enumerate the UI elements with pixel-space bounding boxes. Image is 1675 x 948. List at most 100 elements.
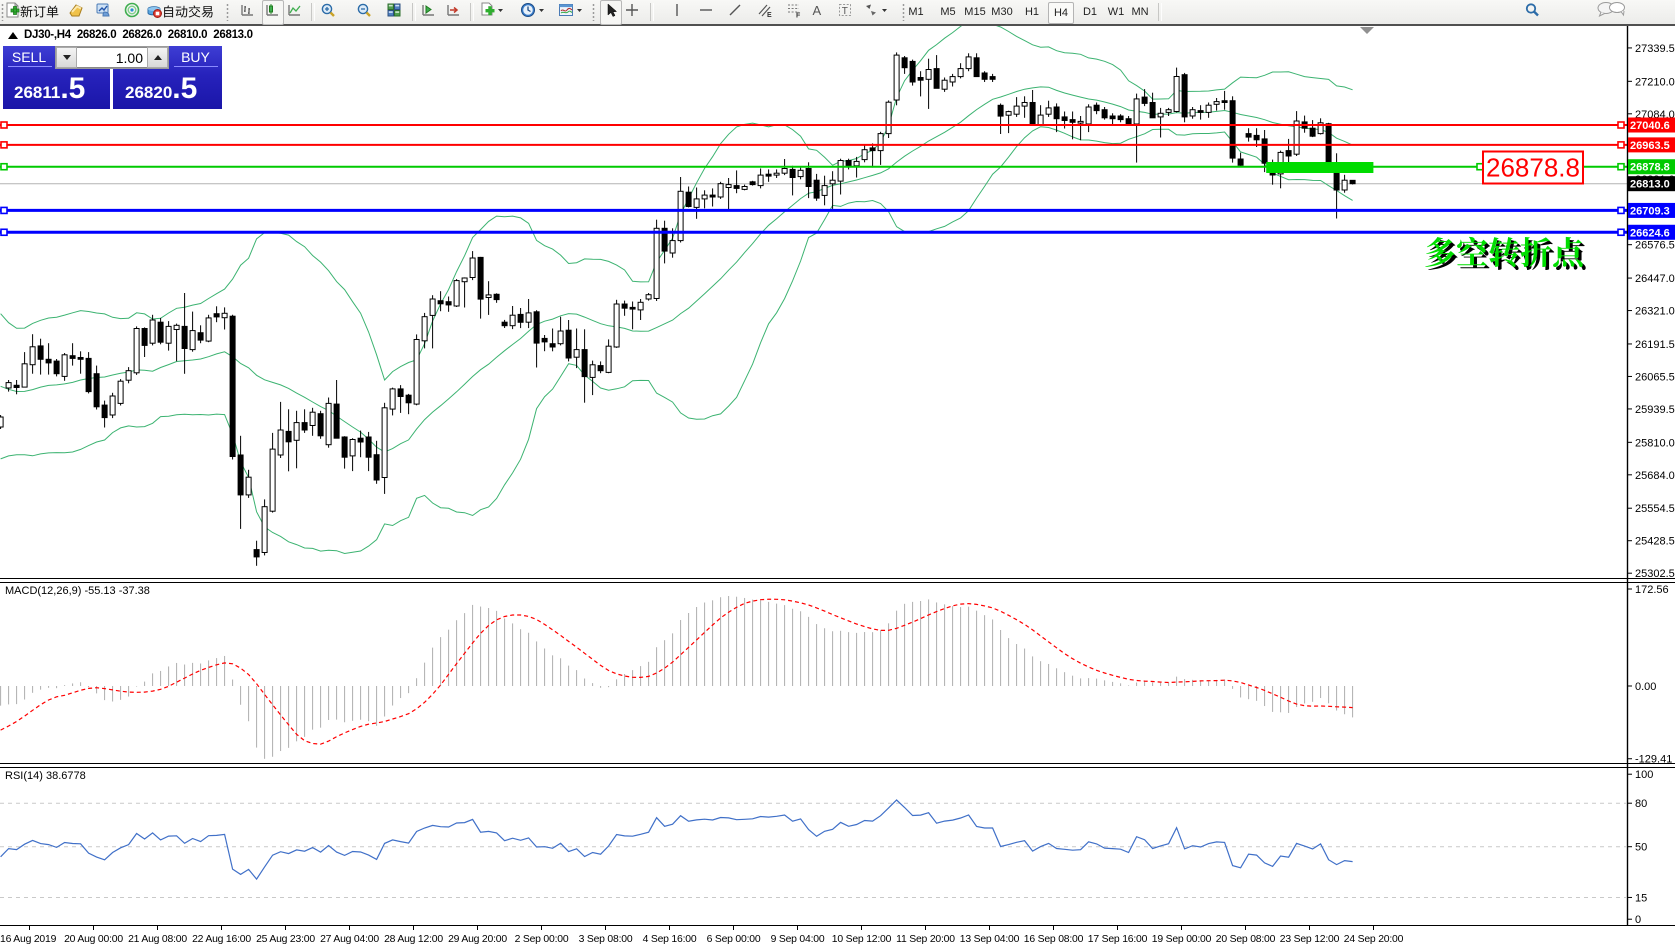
candle-body (501, 321, 508, 327)
axis-badge-26624.6 (1628, 224, 1675, 240)
toolbar-button-trendline[interactable] (727, 0, 743, 24)
candle-body (397, 388, 404, 398)
timeframe-H4[interactable]: H4 (1048, 2, 1074, 24)
time-label: 16 Sep 08:00 (1024, 934, 1084, 945)
timeframe-M1[interactable]: M1 (908, 6, 924, 18)
toolbar-button-navigator[interactable] (124, 0, 140, 24)
annotation-text[interactable] (1424, 236, 1604, 283)
zoom-in-icon (320, 2, 336, 23)
toolbar-button-text-label[interactable]: T (837, 0, 853, 24)
hline-marker[interactable] (0, 228, 8, 237)
toolbar-button-search[interactable] (1524, 0, 1540, 24)
candle-body (1245, 133, 1252, 138)
toolbar-button-zoom-out[interactable] (356, 0, 372, 24)
toolbar-button-zoom-in[interactable] (320, 0, 336, 24)
toolbar-button-charts-profile[interactable] (68, 0, 84, 24)
toolbar-button-tile-windows[interactable] (386, 0, 402, 24)
toolbar-button-templates[interactable] (558, 0, 583, 24)
toolbar-button-chat[interactable] (1596, 0, 1626, 24)
candle-body (309, 411, 316, 426)
toolbar-button-text[interactable]: A (809, 0, 825, 24)
hline-marker[interactable] (0, 206, 8, 215)
toolbar-button-auto-scroll[interactable] (420, 0, 436, 24)
candle-body (37, 345, 44, 360)
bollinger-lower (0, 126, 1353, 555)
toolbar-button-fibonacci[interactable]: F (786, 0, 802, 24)
candle-body (197, 332, 204, 341)
axis-badge-text: 27040.6 (1630, 120, 1670, 132)
axis-badge-text: 26624.6 (1630, 227, 1670, 239)
candle-body (29, 346, 36, 366)
toolbar-button-indicators[interactable] (479, 0, 504, 24)
volume-increase-button[interactable] (147, 47, 168, 68)
hline-marker[interactable] (1617, 228, 1625, 237)
toolbar-button-hline[interactable] (698, 0, 714, 24)
toolbar-grip (226, 3, 229, 21)
toolbar-button-market-watch[interactable] (95, 0, 111, 24)
toolbar-button-cursor[interactable] (600, 0, 622, 25)
candle-body (605, 345, 612, 373)
toolbar-button-new-order[interactable] (4, 0, 59, 24)
hline-marker[interactable] (0, 121, 8, 129)
axis-badge-27040.6 (1628, 117, 1675, 133)
svg-text:E: E (767, 12, 772, 18)
buy-label[interactable]: BUY (181, 49, 210, 65)
timeframe-M5[interactable]: M5 (940, 6, 956, 18)
candle-body (701, 194, 708, 200)
candle-body (253, 549, 260, 558)
candle-body (1181, 74, 1188, 118)
toolbar-button-channel[interactable]: E (757, 0, 773, 24)
candle-body (1037, 114, 1044, 126)
candle-body (493, 293, 500, 301)
candle-body (1165, 109, 1172, 113)
toolbar-button-candlestick-chart[interactable] (262, 0, 284, 25)
candle-body (821, 185, 828, 196)
price-tick-label: 25302.5 (1635, 568, 1675, 580)
timeframe-W1[interactable]: W1 (1107, 6, 1125, 18)
hline-marker[interactable] (0, 141, 8, 149)
toolbar-button-chart-shift[interactable] (445, 0, 461, 24)
time-label: 19 Sep 00:00 (1152, 934, 1212, 945)
timeframe-D1[interactable]: D1 (1082, 6, 1098, 18)
hline-marker[interactable] (0, 162, 8, 171)
sell-price: 26811.5 (14, 72, 86, 105)
price-callout-box[interactable] (1482, 150, 1584, 185)
toolbar-label (162, 5, 214, 19)
time-label: 20 Aug 00:00 (64, 934, 123, 945)
volume-decrease-button[interactable] (56, 47, 77, 68)
toolbar-button-arrows[interactable] (863, 0, 888, 24)
time-axis[interactable]: 16 Aug 2019 20 Aug 00:00 21 Aug 08:00 22 Au… (0, 926, 1404, 945)
volume-input[interactable]: 1.00 (77, 47, 147, 68)
hline-marker[interactable] (1617, 141, 1625, 149)
timeframe-H1[interactable]: H1 (1024, 6, 1040, 18)
arrows-icon (863, 2, 879, 23)
timeframe-MN[interactable]: MN (1131, 6, 1149, 18)
candle-body (1173, 75, 1180, 112)
price-axis[interactable]: 27339.527210.027084.026957.526831.026704… (1627, 43, 1675, 580)
crosshair-icon (624, 2, 640, 23)
candle-body (77, 356, 84, 360)
toolbar-button-crosshair[interactable] (624, 0, 640, 24)
candle-body (1317, 122, 1324, 135)
candle-body (1309, 127, 1316, 137)
symbol-header[interactable]: DJ30-,H4 26826.0 26826.0 26810.0 26813.0 (8, 29, 253, 41)
hline-marker[interactable] (1617, 121, 1625, 129)
hline-marker[interactable] (1617, 206, 1625, 215)
toolbar-button-auto-trading[interactable] (146, 0, 214, 24)
toolbar-button-vline[interactable] (669, 0, 685, 24)
sell-label[interactable]: SELL (11, 49, 47, 65)
timeframe-M15[interactable]: M15 (964, 6, 986, 18)
chart-shift-marker[interactable] (1360, 27, 1374, 34)
hline-marker[interactable] (1617, 162, 1625, 171)
candle-body (1197, 110, 1204, 113)
toolbar-button-line-chart[interactable] (287, 0, 303, 24)
line-chart-icon (287, 2, 303, 23)
candle-body (101, 404, 108, 419)
timeframe-M30[interactable]: M30 (991, 6, 1013, 18)
highlight-rectangle[interactable] (1266, 162, 1374, 173)
toolbar-button-bar-chart[interactable] (240, 0, 256, 24)
toolbar-button-periods[interactable] (520, 0, 545, 24)
candle-body (525, 312, 532, 323)
candle-body (117, 380, 124, 404)
